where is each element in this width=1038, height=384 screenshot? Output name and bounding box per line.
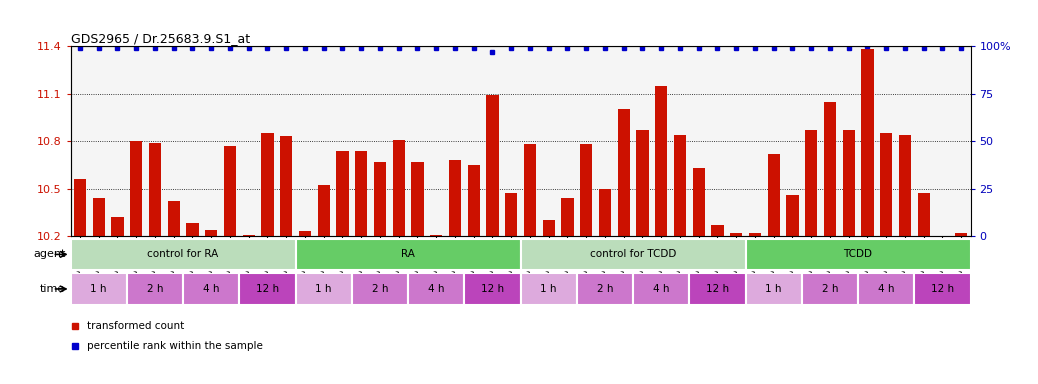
Bar xyxy=(618,109,630,236)
Text: 12 h: 12 h xyxy=(256,284,279,294)
Bar xyxy=(74,179,86,236)
Bar xyxy=(767,154,780,236)
Bar xyxy=(711,225,723,236)
Bar xyxy=(224,146,236,236)
Text: 2 h: 2 h xyxy=(822,284,838,294)
Text: transformed count: transformed count xyxy=(87,321,184,331)
Bar xyxy=(787,195,798,236)
Bar xyxy=(858,273,914,305)
Bar xyxy=(805,130,817,236)
Bar xyxy=(824,101,836,236)
Bar xyxy=(71,239,296,270)
Bar xyxy=(914,273,971,305)
Bar xyxy=(521,239,745,270)
Text: 4 h: 4 h xyxy=(428,284,444,294)
Text: 12 h: 12 h xyxy=(481,284,504,294)
Bar xyxy=(299,232,311,236)
Bar xyxy=(296,273,352,305)
Text: percentile rank within the sample: percentile rank within the sample xyxy=(87,341,263,351)
Bar xyxy=(862,49,874,236)
Bar xyxy=(599,189,611,236)
Bar xyxy=(296,239,521,270)
Bar xyxy=(918,194,930,236)
Bar xyxy=(689,273,745,305)
Text: 4 h: 4 h xyxy=(653,284,670,294)
Text: 1 h: 1 h xyxy=(765,284,782,294)
Bar xyxy=(411,162,424,236)
Bar xyxy=(655,86,667,236)
Bar xyxy=(167,201,180,236)
Bar xyxy=(183,273,240,305)
Bar xyxy=(955,233,967,236)
Bar xyxy=(633,273,689,305)
Bar xyxy=(148,143,161,236)
Bar xyxy=(730,233,742,236)
Text: 4 h: 4 h xyxy=(878,284,895,294)
Bar xyxy=(448,160,461,236)
Bar xyxy=(577,273,633,305)
Bar xyxy=(374,162,386,236)
Text: control for RA: control for RA xyxy=(147,249,219,260)
Bar xyxy=(130,141,142,236)
Bar xyxy=(487,95,498,236)
Bar xyxy=(880,133,893,236)
Bar xyxy=(392,139,405,236)
Bar xyxy=(467,165,480,236)
Bar xyxy=(543,220,554,236)
Text: time: time xyxy=(40,284,65,294)
Bar xyxy=(899,135,911,236)
Bar xyxy=(92,198,105,236)
Bar xyxy=(636,130,649,236)
Text: control for TCDD: control for TCDD xyxy=(590,249,676,260)
Bar xyxy=(562,198,574,236)
Bar xyxy=(352,273,408,305)
Text: 2 h: 2 h xyxy=(597,284,613,294)
Text: 2 h: 2 h xyxy=(372,284,388,294)
Text: RA: RA xyxy=(401,249,415,260)
Bar xyxy=(464,273,521,305)
Bar xyxy=(206,230,217,236)
Bar xyxy=(408,273,464,305)
Bar xyxy=(262,133,274,236)
Bar xyxy=(243,235,254,236)
Text: agent: agent xyxy=(33,249,65,260)
Bar xyxy=(521,273,577,305)
Bar xyxy=(336,151,349,236)
Text: 12 h: 12 h xyxy=(706,284,729,294)
Bar xyxy=(524,144,536,236)
Text: 1 h: 1 h xyxy=(90,284,107,294)
Text: TCDD: TCDD xyxy=(844,249,873,260)
Bar xyxy=(127,273,183,305)
Text: GDS2965 / Dr.25683.9.S1_at: GDS2965 / Dr.25683.9.S1_at xyxy=(71,32,250,45)
Text: 1 h: 1 h xyxy=(316,284,332,294)
Bar xyxy=(674,135,686,236)
Text: 4 h: 4 h xyxy=(203,284,219,294)
Bar xyxy=(745,273,801,305)
Bar xyxy=(318,185,330,236)
Text: 2 h: 2 h xyxy=(146,284,163,294)
Bar xyxy=(355,151,367,236)
Bar xyxy=(692,168,705,236)
Bar xyxy=(71,273,127,305)
Bar xyxy=(801,273,858,305)
Text: 12 h: 12 h xyxy=(931,284,954,294)
Bar xyxy=(580,144,593,236)
Bar xyxy=(240,273,296,305)
Bar xyxy=(430,235,442,236)
Bar xyxy=(280,136,293,236)
Bar xyxy=(745,239,971,270)
Bar xyxy=(187,223,198,236)
Text: 1 h: 1 h xyxy=(541,284,557,294)
Bar xyxy=(506,194,517,236)
Bar xyxy=(111,217,124,236)
Bar xyxy=(843,130,854,236)
Bar xyxy=(748,233,761,236)
